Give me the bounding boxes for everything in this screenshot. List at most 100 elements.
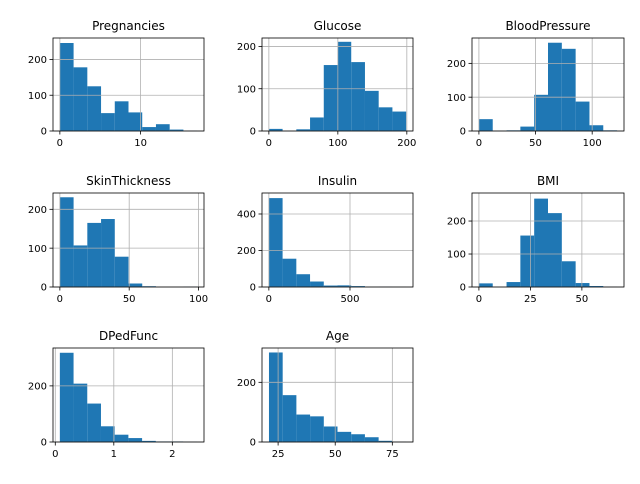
histogram-bar: [324, 65, 338, 131]
histogram-bar: [310, 282, 324, 287]
histogram-bar: [379, 107, 393, 131]
histogram-bar: [115, 435, 129, 442]
histogram-bar: [87, 223, 101, 287]
subplot-title: Pregnancies: [92, 19, 165, 33]
histogram-bar: [142, 127, 156, 131]
x-tick-label: 50: [529, 138, 542, 149]
subplot-dpedfunc: 0 1 2 0 200 DPedFunc: [28, 329, 204, 460]
subplot-title: SkinThickness: [86, 174, 171, 188]
histogram-bar: [365, 91, 379, 131]
y-tick-label: 200: [28, 381, 47, 392]
x-tick-label: 0: [57, 294, 63, 305]
histogram-bar: [101, 113, 115, 131]
x-tick-label: 0: [266, 138, 272, 149]
x-tick-label: 75: [386, 449, 399, 460]
subplot-title: Insulin: [318, 174, 357, 188]
subplot-age: 25 50 75 0 200 Age: [237, 329, 413, 460]
histogram-bar: [87, 86, 101, 131]
x-tick-label: 10: [134, 138, 147, 149]
histogram-bar: [283, 395, 297, 442]
x-tick-label: 25: [272, 449, 285, 460]
histogram-bar: [562, 261, 576, 287]
histogram-bar: [520, 236, 534, 287]
y-tick-label: 200: [447, 59, 466, 70]
y-tick-label: 0: [41, 127, 47, 138]
histogram-bar: [269, 352, 283, 442]
histogram-bar: [534, 199, 548, 287]
x-tick-label: 1: [111, 449, 117, 460]
histogram-bar: [351, 434, 365, 442]
y-tick-label: 0: [460, 127, 466, 138]
subplot-title: Glucose: [314, 19, 362, 33]
histogram-bar: [128, 438, 142, 442]
x-tick-label: 100: [328, 138, 347, 149]
x-tick-label: 0: [52, 449, 58, 460]
subplot-title: BloodPressure: [505, 19, 590, 33]
histogram-bar: [101, 219, 115, 287]
histogram-bar: [129, 284, 143, 288]
x-tick-label: 50: [123, 294, 136, 305]
subplot-title: BMI: [537, 174, 559, 188]
histogram-bar: [101, 426, 115, 442]
histogram-bar: [115, 257, 129, 287]
histogram-bar: [129, 112, 143, 131]
y-tick-label: 0: [41, 438, 47, 449]
y-tick-label: 100: [447, 250, 466, 261]
histogram-bar: [74, 245, 88, 287]
y-tick-label: 100: [447, 93, 466, 104]
histogram-bar: [479, 283, 493, 287]
x-tick-label: 0: [266, 294, 272, 305]
x-tick-label: 2: [169, 449, 175, 460]
x-tick-label: 50: [576, 294, 589, 305]
y-tick-label: 0: [460, 283, 466, 294]
subplot-title: DPedFunc: [99, 329, 158, 343]
histogram-bar: [115, 101, 129, 131]
histogram-bar: [74, 384, 88, 442]
histogram-bar: [283, 259, 297, 287]
x-tick-label: 50: [329, 449, 342, 460]
histogram-bar: [392, 112, 406, 131]
histogram-bar: [296, 415, 310, 442]
histogram-bar: [310, 416, 324, 442]
x-tick-label: 100: [583, 138, 602, 149]
histogram-bar: [156, 124, 170, 131]
y-tick-label: 100: [28, 244, 47, 255]
y-tick-label: 100: [237, 84, 256, 95]
y-tick-label: 200: [447, 217, 466, 228]
histogram-bar: [520, 127, 534, 131]
x-tick-label: 500: [340, 294, 359, 305]
y-tick-label: 0: [250, 438, 256, 449]
subplot-insulin: 0 500 0 200 400 Insulin: [237, 174, 413, 305]
histogram-bar: [310, 117, 324, 131]
histogram-bar: [507, 282, 521, 287]
histogram-bar: [87, 404, 101, 442]
histogram-bar: [60, 43, 74, 131]
y-tick-label: 400: [237, 210, 256, 221]
histogram-bar: [269, 198, 283, 287]
histogram-bar: [479, 119, 493, 131]
y-tick-label: 200: [237, 42, 256, 53]
histogram-bar: [576, 283, 590, 287]
y-tick-label: 200: [237, 378, 256, 389]
y-tick-label: 0: [41, 283, 47, 294]
subplot-title: Age: [326, 329, 349, 343]
y-tick-label: 200: [237, 246, 256, 257]
histogram-bar: [548, 43, 562, 131]
y-tick-label: 0: [250, 283, 256, 294]
histogram-bar: [562, 49, 576, 131]
histogram-bar: [74, 67, 88, 131]
y-tick-label: 200: [28, 55, 47, 66]
histogram-bar: [60, 353, 74, 442]
histogram-bar: [534, 95, 548, 131]
histogram-bar: [589, 125, 603, 131]
x-tick-label: 100: [189, 294, 208, 305]
histogram-bar: [338, 432, 352, 442]
x-tick-label: 0: [476, 294, 482, 305]
